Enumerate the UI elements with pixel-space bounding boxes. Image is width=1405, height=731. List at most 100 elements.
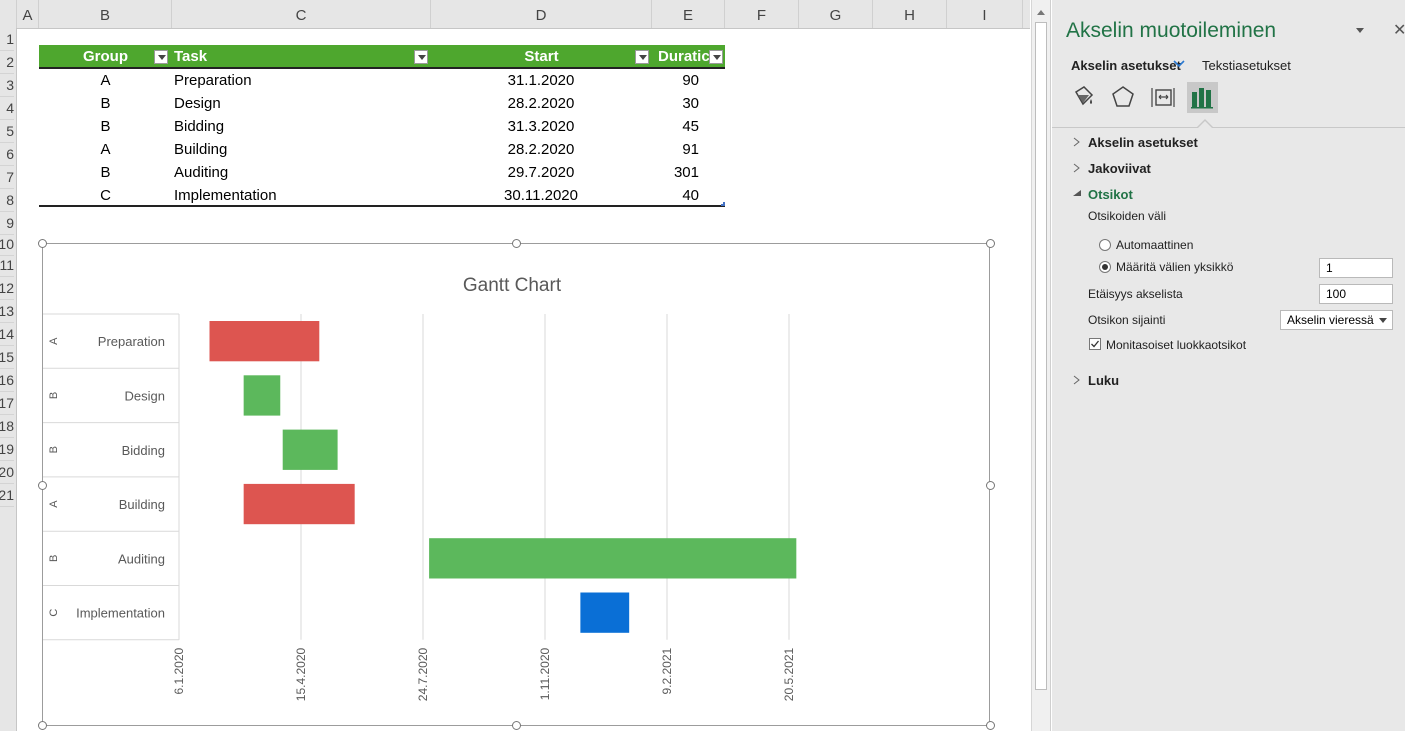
row-header[interactable]: 4	[0, 97, 14, 120]
cell-duration[interactable]: 91	[682, 141, 699, 158]
column-header-e[interactable]: E	[652, 0, 725, 28]
cell-duration[interactable]: 40	[682, 187, 699, 204]
cell-duration[interactable]: 45	[682, 118, 699, 135]
cell-start[interactable]: 28.2.2020	[507, 141, 575, 158]
resize-handle[interactable]	[38, 239, 47, 248]
size-properties-icon[interactable]	[1150, 84, 1176, 110]
resize-handle[interactable]	[512, 239, 521, 248]
effects-icon[interactable]	[1110, 84, 1136, 110]
table-header-task[interactable]: Task	[172, 45, 431, 67]
row-header[interactable]: 1	[0, 28, 14, 51]
axis-options-tab[interactable]	[1187, 82, 1218, 113]
dropdown-arrow-icon[interactable]	[1379, 318, 1387, 323]
row-header[interactable]: 16	[0, 369, 14, 392]
filter-dropdown-icon[interactable]	[709, 50, 723, 64]
gantt-bar[interactable]	[209, 321, 320, 362]
row-header[interactable]: 7	[0, 166, 14, 189]
cell-duration[interactable]: 90	[682, 72, 699, 89]
column-header-i[interactable]: I	[947, 0, 1023, 28]
collapse-icon[interactable]	[1072, 189, 1082, 197]
column-header-f[interactable]: F	[725, 0, 799, 28]
table-header-duration[interactable]: Duratic	[652, 45, 725, 67]
radio-automatic[interactable]	[1099, 239, 1111, 251]
row-header[interactable]: 9	[0, 212, 14, 235]
row-header[interactable]: 3	[0, 74, 14, 97]
vertical-scrollbar[interactable]	[1031, 0, 1051, 731]
gantt-bar[interactable]	[580, 592, 630, 633]
table-header-start[interactable]: Start	[431, 45, 652, 67]
cell-start[interactable]: 29.7.2020	[507, 164, 575, 181]
close-icon[interactable]: ✕	[1393, 22, 1405, 39]
cell-group[interactable]: C	[100, 187, 111, 204]
gantt-bar[interactable]	[282, 429, 338, 470]
row-header[interactable]: 11	[0, 254, 14, 277]
cell-start[interactable]: 30.11.2020	[504, 187, 578, 204]
cell-start[interactable]: 28.2.2020	[507, 95, 575, 112]
cell-group[interactable]: B	[100, 164, 111, 181]
gantt-bar[interactable]	[243, 483, 355, 525]
cell-group[interactable]: A	[100, 72, 111, 89]
expand-icon[interactable]	[1073, 375, 1081, 385]
section-number[interactable]: Luku	[1088, 373, 1120, 388]
resize-handle[interactable]	[986, 721, 995, 730]
gantt-bar[interactable]	[429, 538, 797, 579]
table-resize-handle[interactable]	[721, 202, 725, 206]
fill-line-icon[interactable]	[1070, 84, 1096, 110]
column-header-d[interactable]: D	[431, 0, 652, 28]
column-header-a[interactable]: A	[17, 0, 39, 28]
row-header[interactable]: 19	[0, 438, 14, 461]
cell-task[interactable]: Design	[174, 95, 221, 112]
distance-input[interactable]: 100	[1319, 284, 1393, 304]
resize-handle[interactable]	[38, 481, 47, 490]
table-header-group[interactable]: Group	[39, 45, 172, 67]
resize-handle[interactable]	[38, 721, 47, 730]
row-header[interactable]: 8	[0, 189, 14, 212]
expand-icon[interactable]	[1073, 163, 1081, 173]
cell-group[interactable]: A	[100, 141, 111, 158]
cell-task[interactable]: Preparation	[174, 72, 252, 89]
scrollbar-thumb[interactable]	[1035, 22, 1047, 690]
cell-task[interactable]: Bidding	[174, 118, 225, 135]
row-header[interactable]: 2	[0, 51, 14, 74]
value-axis-labels[interactable]: 6.1.2020 15.4.2020 24.7.2020 1.11.2020 9.2.2…	[172, 647, 796, 701]
tab-text-options[interactable]: Tekstiasetukset	[1202, 58, 1291, 73]
column-header-c[interactable]: C	[172, 0, 431, 28]
radio-automatic-label[interactable]: Automaattinen	[1116, 238, 1194, 252]
interval-unit-input[interactable]: 1	[1319, 258, 1393, 278]
section-labels[interactable]: Otsikot	[1088, 187, 1133, 202]
select-all-corner[interactable]	[0, 0, 17, 28]
radio-specify-unit[interactable]	[1099, 261, 1111, 273]
row-header[interactable]: 12	[0, 277, 14, 300]
pane-options-icon[interactable]	[1356, 28, 1364, 33]
column-header-g[interactable]: G	[799, 0, 873, 28]
cell-group[interactable]: B	[100, 95, 111, 112]
chevron-down-icon[interactable]	[1173, 59, 1185, 69]
cell-task[interactable]: Building	[174, 141, 228, 158]
category-axis[interactable]: Preparation A Design B Bidding B Building A Audi…	[43, 313, 180, 641]
row-header[interactable]: 14	[0, 323, 14, 346]
multilevel-label[interactable]: Monitasoiset luokkaotsikot	[1106, 338, 1247, 352]
cell-duration[interactable]: 30	[682, 95, 699, 112]
cell-duration[interactable]: 301	[673, 164, 699, 181]
section-gridlines[interactable]: Jakoviivat	[1088, 161, 1151, 176]
row-header[interactable]: 5	[0, 120, 14, 143]
gantt-bar[interactable]	[243, 375, 281, 416]
row-header[interactable]: 21	[0, 484, 14, 507]
tab-axis-options[interactable]: Akselin asetukset	[1071, 58, 1181, 73]
row-header[interactable]: 17	[0, 392, 14, 415]
row-header[interactable]: 10	[0, 233, 14, 256]
row-header[interactable]: 15	[0, 346, 14, 369]
position-select[interactable]: Akselin vieressä	[1280, 310, 1393, 330]
gantt-chart-object[interactable]: Gantt Chart Preparation A Design B Bidding B B…	[42, 243, 990, 726]
cell-group[interactable]: B	[100, 118, 111, 135]
section-axis-options[interactable]: Akselin asetukset	[1088, 135, 1198, 150]
resize-handle[interactable]	[512, 721, 521, 730]
cell-start[interactable]: 31.3.2020	[507, 118, 575, 135]
cell-task[interactable]: Auditing	[174, 164, 229, 181]
expand-icon[interactable]	[1073, 137, 1081, 147]
filter-dropdown-icon[interactable]	[154, 50, 168, 64]
column-header-h[interactable]: H	[873, 0, 947, 28]
row-header[interactable]: 20	[0, 461, 14, 484]
resize-handle[interactable]	[986, 481, 995, 490]
filter-dropdown-icon[interactable]	[414, 50, 428, 64]
